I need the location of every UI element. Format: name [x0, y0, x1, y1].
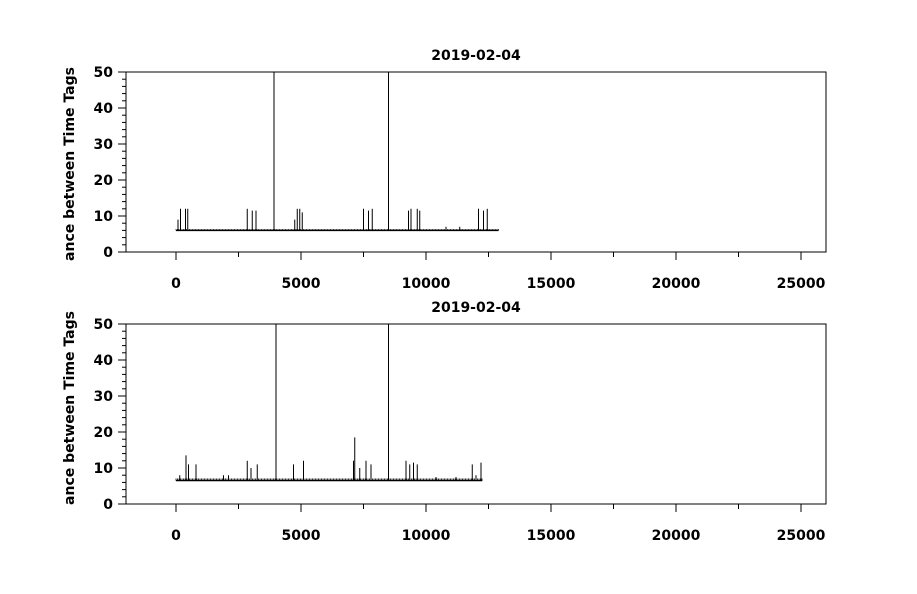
- y-tick-label: 40: [94, 101, 114, 117]
- panel-1-axes: 0 10 20 30 40 50 0 5000 10000 15000 20000 25000: [94, 65, 826, 292]
- panel-1-ylabel: ance between Time Tags: [62, 67, 78, 261]
- panel-1-title: 2019-02-04: [431, 48, 521, 64]
- panel-2-title: 2019-02-04: [431, 300, 521, 316]
- panel-2-series: [175, 324, 483, 482]
- y-tick-label: 10: [94, 209, 114, 225]
- y-tick-label: 50: [94, 317, 114, 333]
- x-tick-label: 0: [171, 528, 181, 544]
- y-tick-label: 30: [94, 389, 114, 405]
- x-tick-label: 15000: [527, 276, 576, 292]
- x-tick-label: 5000: [282, 528, 321, 544]
- x-tick-label: 20000: [652, 528, 701, 544]
- panel-2-ylabel: ance between Time Tags: [62, 311, 78, 505]
- x-tick-label: 5000: [282, 276, 321, 292]
- y-tick-label: 10: [94, 461, 114, 477]
- y-tick-label: 30: [94, 137, 114, 153]
- y-tick-label: 50: [94, 65, 114, 81]
- x-tick-label: 25000: [777, 276, 826, 292]
- panel-2: 2019-02-04 ance between Time Tags 0 10 20 3…: [62, 300, 827, 544]
- panel-2-frame: [125, 323, 827, 505]
- x-tick-label: 10000: [402, 528, 451, 544]
- panel-2-axes: 0 10 20 30 40 50 0 5000 10000 15000 20000 25000: [94, 317, 826, 544]
- x-tick-label: 0: [171, 276, 181, 292]
- y-tick-label: 0: [103, 245, 113, 261]
- panel-1: 2019-02-04 ance between Time Tags 0 10 20 3…: [62, 48, 827, 292]
- x-tick-label: 25000: [777, 528, 826, 544]
- panel-1-frame: [125, 71, 827, 253]
- x-tick-label: 15000: [527, 528, 576, 544]
- x-tick-label: 20000: [652, 276, 701, 292]
- y-tick-label: 40: [94, 353, 114, 369]
- y-tick-label: 20: [94, 425, 114, 441]
- y-tick-label: 0: [103, 497, 113, 513]
- x-tick-label: 10000: [402, 276, 451, 292]
- y-tick-label: 20: [94, 173, 114, 189]
- panel-1-series: [175, 72, 499, 232]
